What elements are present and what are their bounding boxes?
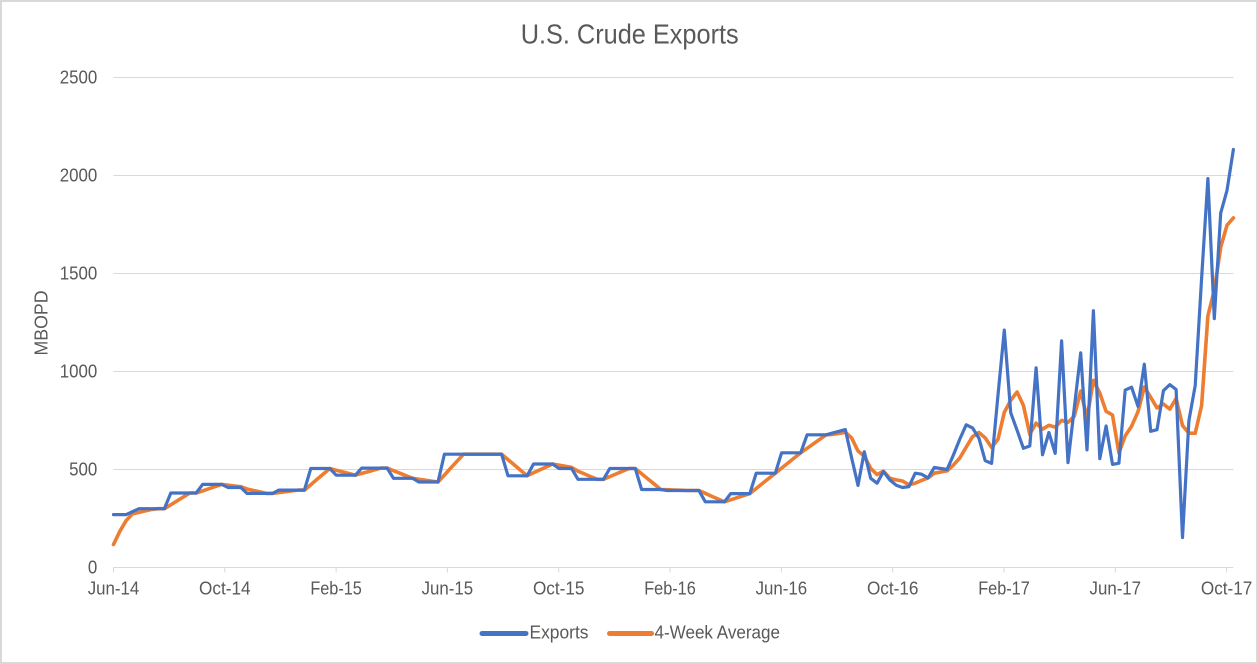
svg-text:Exports: Exports xyxy=(530,623,589,643)
svg-text:Jun-17: Jun-17 xyxy=(1090,579,1142,599)
svg-text:Jun-14: Jun-14 xyxy=(88,579,140,599)
svg-text:Oct-16: Oct-16 xyxy=(867,579,919,599)
svg-text:4-Week Average: 4-Week Average xyxy=(655,623,781,643)
svg-text:Oct-14: Oct-14 xyxy=(199,579,251,599)
svg-text:1000: 1000 xyxy=(60,362,98,382)
svg-text:Oct-15: Oct-15 xyxy=(533,579,585,599)
svg-text:Feb-16: Feb-16 xyxy=(644,579,696,599)
svg-text:Jun-16: Jun-16 xyxy=(756,579,808,599)
svg-text:Oct-17: Oct-17 xyxy=(1201,579,1253,599)
svg-text:Jun-15: Jun-15 xyxy=(422,579,474,599)
svg-text:2000: 2000 xyxy=(60,166,98,186)
svg-text:500: 500 xyxy=(69,460,97,480)
svg-text:MBOPD: MBOPD xyxy=(32,291,52,356)
svg-text:Feb-15: Feb-15 xyxy=(310,579,362,599)
svg-text:U.S. Crude Exports: U.S. Crude Exports xyxy=(521,19,739,50)
svg-text:0: 0 xyxy=(88,558,97,578)
svg-text:Feb-17: Feb-17 xyxy=(978,579,1030,599)
svg-text:1500: 1500 xyxy=(60,264,98,284)
svg-text:2500: 2500 xyxy=(60,68,98,88)
